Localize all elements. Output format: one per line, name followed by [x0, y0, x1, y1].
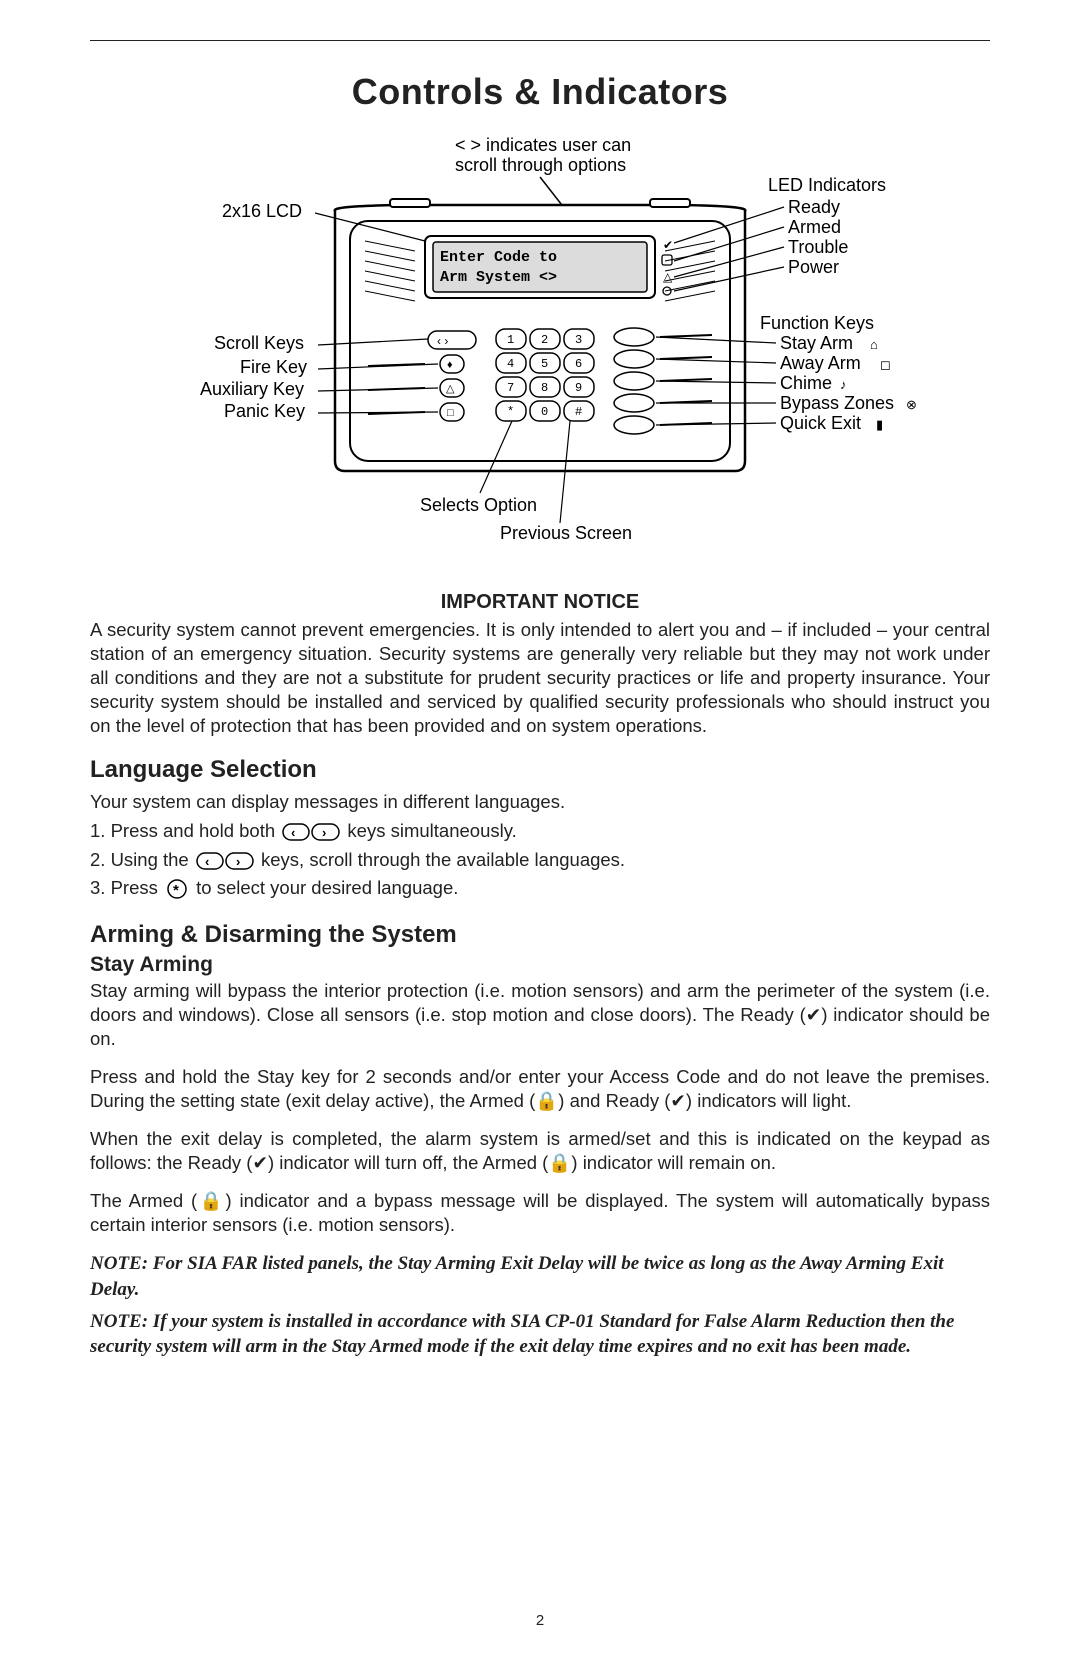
svg-text:Function Keys: Function Keys	[760, 313, 874, 333]
stay-heading: Stay Arming	[90, 953, 990, 977]
note-2: NOTE: If your system is installed in acc…	[90, 1309, 990, 1360]
svg-text:6: 6	[575, 357, 582, 371]
language-step-2b: keys, scroll through the available langu…	[261, 849, 625, 870]
svg-text:Chime: Chime	[780, 373, 832, 393]
check-icon: ✔	[252, 1152, 268, 1173]
svg-text:Panic Key: Panic Key	[224, 401, 305, 421]
language-step-1a: 1. Press and hold both	[90, 820, 280, 841]
svg-text:›: ›	[322, 825, 326, 840]
svg-text:< > indicates user can: < > indicates user can	[455, 135, 631, 155]
arming-heading: Arming & Disarming the System	[90, 921, 990, 949]
keypad-diagram: < > indicates user can scroll through op…	[90, 121, 990, 581]
svg-text:5: 5	[541, 357, 548, 371]
language-step-3b: to select your desired language.	[196, 877, 458, 898]
svg-text:⌂: ⌂	[870, 337, 878, 352]
svg-text:#: #	[575, 405, 582, 419]
stay-p2: Press and hold the Stay key for 2 second…	[90, 1065, 990, 1113]
svg-text:◻: ◻	[880, 357, 891, 372]
svg-text:Auxiliary Key: Auxiliary Key	[200, 379, 304, 399]
svg-text:Selects Option: Selects Option	[420, 495, 537, 515]
stay-p3: When the exit delay is completed, the al…	[90, 1127, 990, 1175]
svg-text:*: *	[173, 882, 179, 899]
svg-text:Away Arm: Away Arm	[780, 353, 861, 373]
svg-text:Stay Arm: Stay Arm	[780, 333, 853, 353]
svg-text:Fire Key: Fire Key	[240, 357, 307, 377]
svg-text:♪: ♪	[840, 377, 847, 392]
stay-p4: The Armed (🔒) indicator and a bypass mes…	[90, 1189, 990, 1237]
svg-text:▮: ▮	[876, 417, 883, 432]
svg-text:8: 8	[541, 381, 548, 395]
svg-text:Quick Exit: Quick Exit	[780, 413, 861, 433]
check-icon: ✔	[806, 1004, 822, 1025]
svg-text:Trouble: Trouble	[788, 237, 848, 257]
svg-text:4: 4	[507, 357, 514, 371]
svg-text:Scroll Keys: Scroll Keys	[214, 333, 304, 353]
stay-p1: Stay arming will bypass the interior pro…	[90, 979, 990, 1051]
lock-icon: 🔒	[548, 1152, 571, 1173]
svg-text:7: 7	[507, 381, 514, 395]
svg-text:△: △	[663, 270, 673, 284]
scroll-keys-icon: ‹ ›	[282, 821, 340, 843]
language-step-2a: 2. Using the	[90, 849, 194, 870]
language-step-3a: 3. Press	[90, 877, 163, 898]
svg-text:*: *	[507, 405, 514, 419]
note-1: NOTE: For SIA FAR listed panels, the Sta…	[90, 1251, 990, 1302]
page: Controls & Indicators < > indicates user…	[0, 0, 1080, 1669]
svg-text:△: △	[446, 383, 455, 395]
lock-icon: 🔒	[535, 1090, 558, 1111]
svg-text:9: 9	[575, 381, 582, 395]
svg-text:‹ ›: ‹ ›	[437, 334, 448, 348]
language-intro: Your system can display messages in diff…	[90, 788, 990, 817]
svg-text:Bypass Zones: Bypass Zones	[780, 393, 894, 413]
svg-text:0: 0	[541, 405, 548, 419]
notice-title: IMPORTANT NOTICE	[90, 591, 990, 614]
scroll-keys-icon: ‹ ›	[196, 850, 254, 872]
svg-text:‹: ‹	[205, 854, 209, 869]
language-step-1b: keys simultaneously.	[347, 820, 516, 841]
svg-text:Power: Power	[788, 257, 839, 277]
svg-text:♦: ♦	[447, 359, 453, 371]
svg-text:Ready: Ready	[788, 197, 840, 217]
svg-text:Arm System <>: Arm System <>	[440, 269, 557, 286]
svg-text:Armed: Armed	[788, 217, 841, 237]
svg-text:Previous Screen: Previous Screen	[500, 523, 632, 543]
svg-text:scroll through options: scroll through options	[455, 155, 626, 175]
svg-text:2: 2	[541, 333, 548, 347]
svg-text:‹: ‹	[291, 825, 295, 840]
svg-text:□: □	[447, 407, 454, 419]
svg-text:LED Indicators: LED Indicators	[768, 175, 886, 195]
check-icon: ✔	[670, 1090, 686, 1111]
language-heading: Language Selection	[90, 756, 990, 784]
lock-icon: 🔒	[197, 1190, 225, 1211]
notice-body: A security system cannot prevent emergen…	[90, 618, 990, 738]
svg-text:3: 3	[575, 333, 582, 347]
svg-text:1: 1	[507, 333, 514, 347]
page-title: Controls & Indicators	[90, 71, 990, 113]
svg-text:2x16 LCD: 2x16 LCD	[222, 201, 302, 221]
star-key-icon: *	[165, 878, 189, 900]
language-steps: Your system can display messages in diff…	[90, 788, 990, 903]
svg-text:Enter Code to: Enter Code to	[440, 249, 557, 266]
svg-text:✔: ✔	[663, 238, 673, 252]
svg-text:⊗: ⊗	[906, 397, 917, 412]
page-number: 2	[0, 1612, 1080, 1629]
top-rule	[90, 40, 990, 41]
svg-text:›: ›	[236, 854, 240, 869]
